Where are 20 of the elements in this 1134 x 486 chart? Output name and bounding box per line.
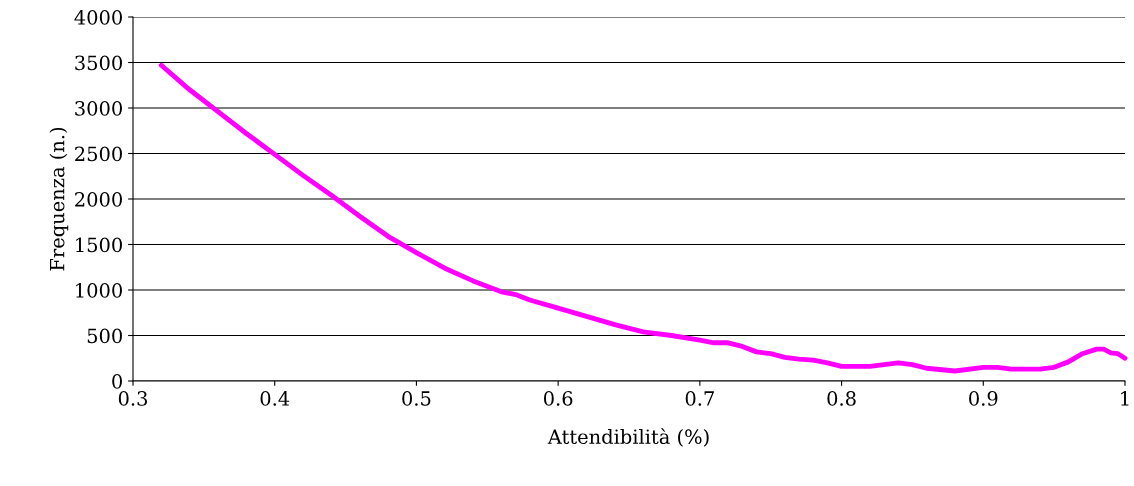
x-tick-label: 0.9 (969, 391, 998, 406)
y-tick-label: 1000 (76, 282, 122, 298)
line-series (158, 62, 1128, 374)
y-tick-label: 3500 (75, 55, 122, 71)
y-tick-label: 500 (87, 328, 122, 344)
y-tick-label: 2500 (75, 146, 122, 162)
x-tick-label: 1 (1121, 391, 1129, 406)
x-tick-label: 0.4 (260, 391, 290, 406)
x-tick-label: 0.5 (402, 391, 431, 406)
x-tick-label: 0.3 (118, 391, 148, 406)
x-axis-title: Attendibilità (%) (547, 428, 709, 447)
y-tick-label: 1500 (76, 237, 122, 253)
x-tick-label: 0.6 (543, 391, 573, 406)
y-tick-label: 3000 (75, 100, 122, 116)
y-axis-title: Frequenza (n.) (49, 127, 69, 271)
x-tick-label: 0.7 (685, 391, 714, 406)
x-tick-label: 0.8 (827, 391, 856, 406)
y-tick-label: 2000 (75, 191, 122, 207)
y-tick-label: 0 (112, 373, 122, 389)
y-tick-label: 4000 (74, 9, 122, 25)
